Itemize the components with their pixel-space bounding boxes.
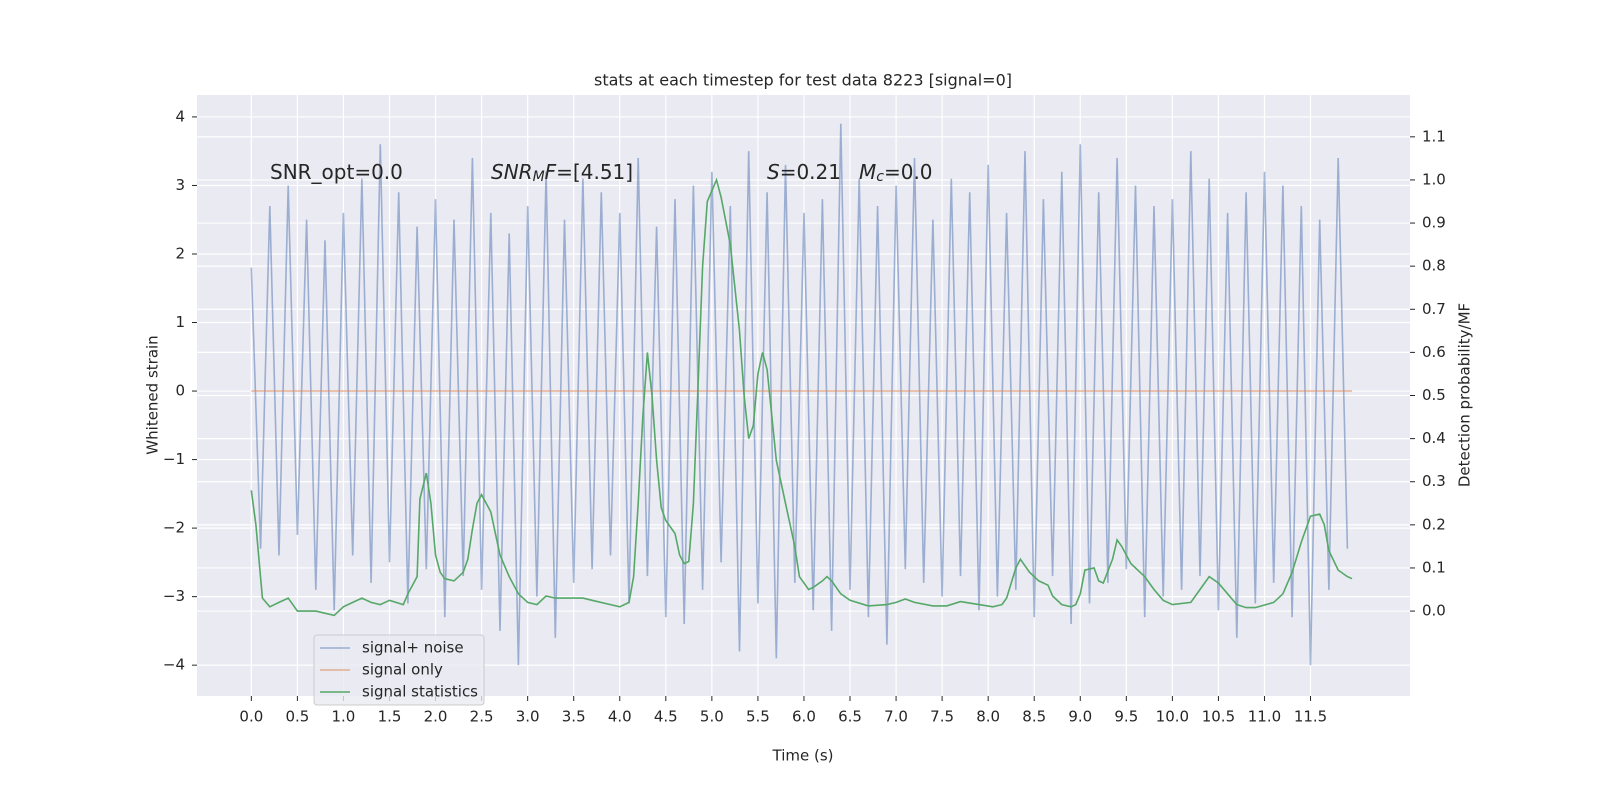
x-tick-label: 8.0 [976,708,1000,726]
x-tick-label: 7.5 [930,708,954,726]
annotation: Mc=0.0 [859,160,933,185]
y2-tick-label: 0.6 [1422,343,1446,361]
x-tick-label: 10.5 [1202,708,1235,726]
x-axis-label: Time (s) [772,747,834,765]
series-line [250,177,1353,617]
x-tick-label: 4.5 [654,708,678,726]
annotation-part: S [767,160,780,184]
y-axis-label: Whitened strain [144,335,162,454]
x-tick-label: 4.0 [608,708,632,726]
series-line [250,123,1349,666]
x-tick-label: 3.0 [516,708,540,726]
y2-tick-label: 0.8 [1422,257,1446,275]
x-tick-label: 6.5 [838,708,862,726]
annotation: SNR_opt=0.0 [270,160,403,184]
y-tick-label: 2 [175,244,185,262]
annotation-part: =0.0 [884,160,933,184]
annotation-part: =0.21 [780,160,841,184]
y-tick-label: −4 [163,656,185,674]
y-tick-label: −3 [163,587,185,605]
legend-label: signal+ noise [362,639,464,657]
y-tick-label: 1 [175,313,185,331]
legend-box [313,634,485,706]
x-tick-label: 0.0 [239,708,263,726]
x-tick-label: 8.5 [1022,708,1046,726]
x-tick-label: 5.5 [746,708,770,726]
x-tick-label: 11.5 [1294,708,1327,726]
x-tick-label: 0.5 [285,708,309,726]
annotation: S=0.21 [767,160,841,184]
y-tick-label: 0 [175,382,185,400]
y2-tick-label: 1.1 [1422,127,1446,145]
legend-label: signal statistics [362,683,478,701]
y2-tick-label: 1.0 [1422,170,1446,188]
y-tick-label: −2 [163,519,185,537]
y-tick-label: 3 [175,176,185,194]
x-tick-label: 11.0 [1248,708,1281,726]
y2-tick-label: 0.1 [1422,558,1446,576]
annotation: SNRMF=[4.51] [491,160,633,185]
y2-tick-label: 0.2 [1422,515,1446,533]
x-tick-label: 9.0 [1068,708,1092,726]
x-tick-label: 6.0 [792,708,816,726]
annotation-part: =[4.51] [556,160,633,184]
y2-axis-label: Detection probability/MF [1456,303,1474,487]
y-tick-label: 4 [175,107,185,125]
annotation-part: SNR_opt=0.0 [270,160,403,184]
y2-tick-label: 0.5 [1422,386,1446,404]
chart-title: stats at each timestep for test data 822… [594,71,1012,90]
x-tick-label: 2.0 [424,708,448,726]
x-tick-label: 3.5 [562,708,586,726]
annotation-part: F [545,160,557,184]
x-tick-label: 5.0 [700,708,724,726]
x-tick-label: 9.5 [1114,708,1138,726]
x-tick-label: 1.5 [378,708,402,726]
y2-tick-label: 0.3 [1422,472,1446,490]
annotation-part: M [533,169,545,185]
annotation-part: SNR [491,160,533,184]
y2-tick-label: 0.4 [1422,429,1446,447]
x-tick-label: 7.0 [884,708,908,726]
x-tick-label: 2.5 [470,708,494,726]
annotation-part: M [859,160,876,184]
y2-tick-label: 0.0 [1422,602,1446,620]
y2-tick-label: 0.7 [1422,300,1446,318]
legend-label: signal only [362,661,443,679]
y2-tick-label: 0.9 [1422,214,1446,232]
y-tick-label: −1 [163,450,185,468]
x-tick-label: 10.0 [1156,708,1189,726]
annotation-part: c [876,169,884,185]
x-tick-label: 1.0 [332,708,356,726]
